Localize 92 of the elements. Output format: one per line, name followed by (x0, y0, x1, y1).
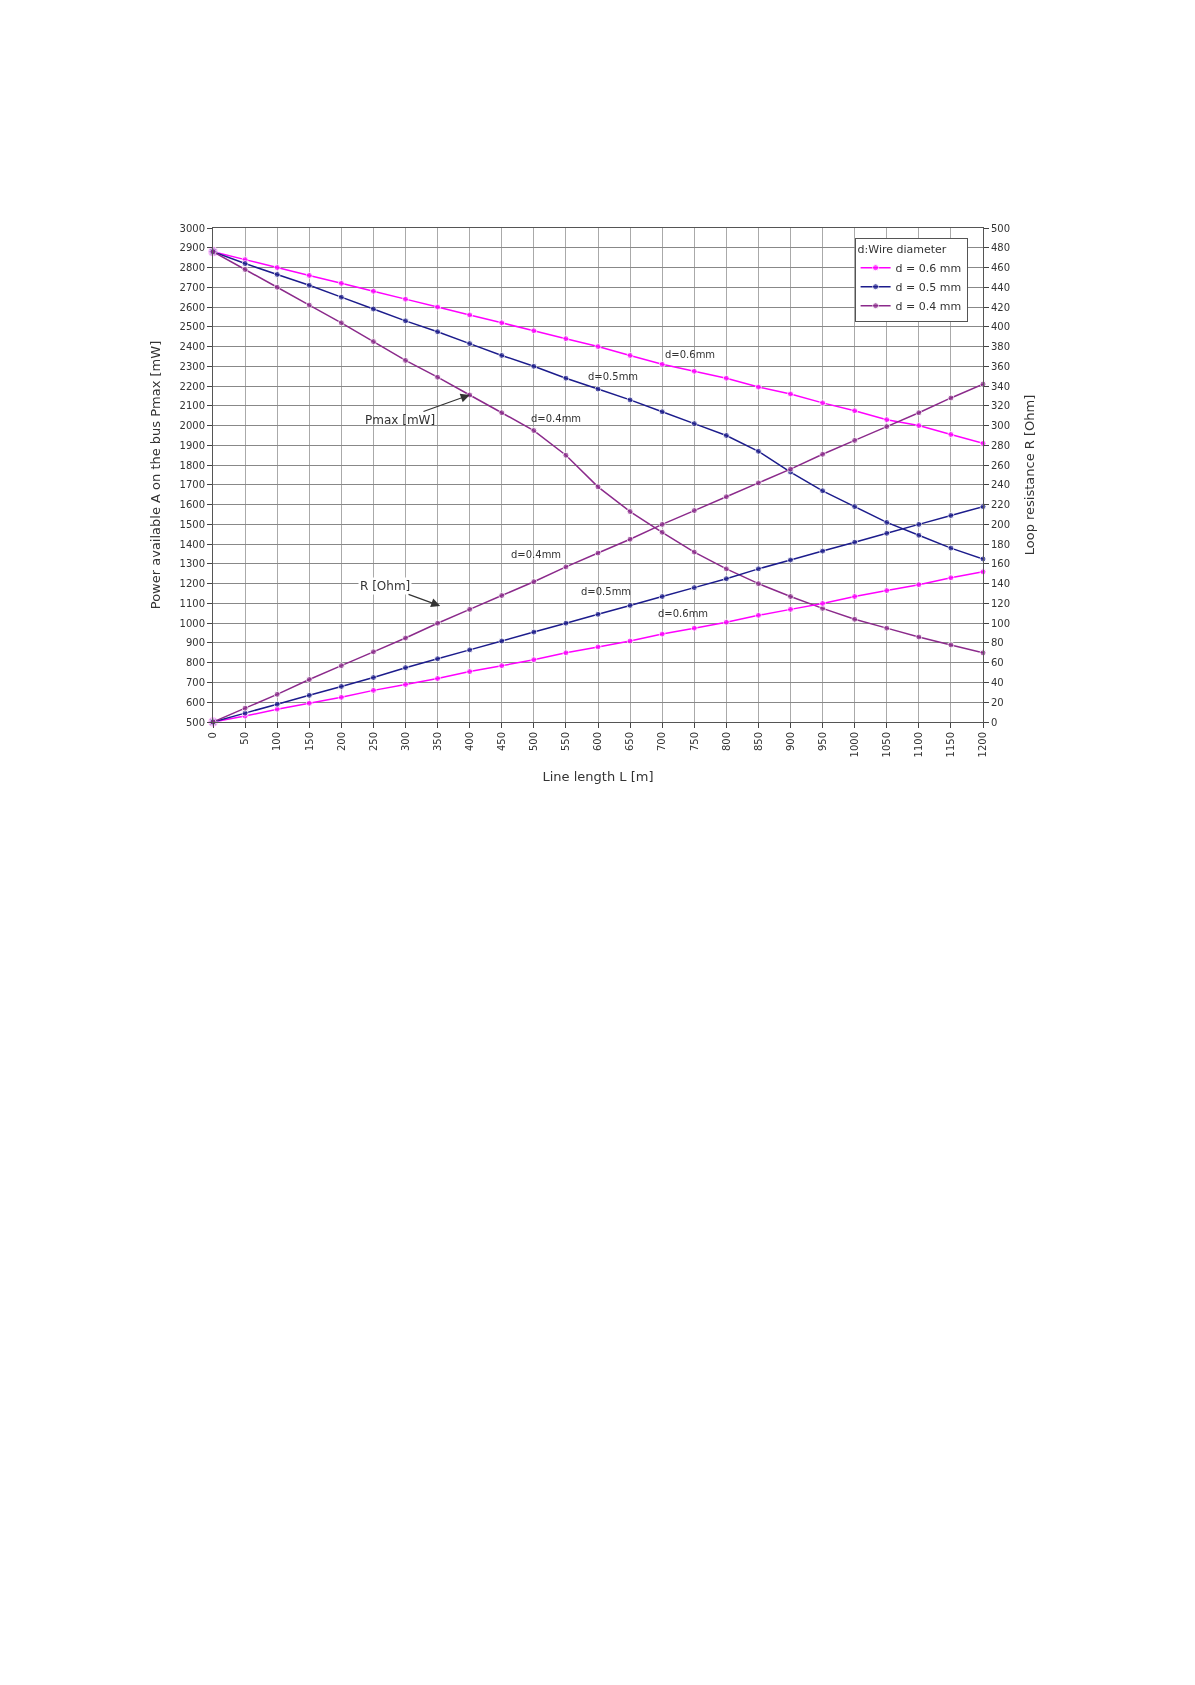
x-tick-label: 550 (560, 732, 572, 752)
y-tick-label: 2900 (179, 242, 205, 254)
annotation: d=0.5mm (581, 586, 632, 597)
x-tick-label: 800 (720, 732, 732, 752)
y-tick-label: 2200 (179, 380, 205, 392)
y-tick-label: 2000 (179, 420, 205, 432)
x-tick-label: 200 (335, 732, 347, 752)
annotation: Pmax [mW] (365, 413, 436, 427)
y-tick-label: 2600 (179, 301, 205, 313)
y2-tick-label: 100 (991, 617, 1011, 629)
x-tick-label: 1000 (848, 732, 860, 758)
x-tick-label: 900 (784, 732, 796, 752)
y-tick-label: 1600 (179, 499, 205, 511)
annotation: d=0.4mm (531, 413, 582, 424)
y2-tick-label: 320 (991, 400, 1011, 412)
y-tick-label: 3000 (179, 222, 205, 234)
y-tick-label: 1100 (179, 597, 205, 609)
y2-tick-label: 400 (991, 321, 1011, 333)
x-tick-label: 350 (431, 732, 443, 752)
y2-tick-label: 280 (991, 439, 1011, 451)
legend-title: d:Wire diameter (857, 243, 947, 257)
y-tick-label: 500 (185, 716, 205, 728)
annotation: d=0.4mm (511, 549, 562, 560)
x-tick-label: 1150 (945, 732, 957, 758)
legend-label: d = 0.4 mm (895, 299, 962, 313)
annotation: d=0.5mm (588, 371, 639, 382)
y-tick-label: 2500 (179, 321, 205, 333)
y-tick-label: 1800 (179, 459, 205, 471)
y2-tick-label: 120 (991, 597, 1011, 609)
x-tick-label: 1050 (881, 732, 892, 758)
y-tick-label: 800 (185, 657, 205, 669)
y2-tick-label: 140 (991, 578, 1011, 590)
y2-tick-label: 420 (991, 301, 1011, 313)
x-tick-label: 1100 (913, 732, 925, 758)
y2-tick-label: 440 (991, 281, 1011, 293)
annotation: R [Ohm] (360, 579, 411, 593)
y-tick-label: 1700 (179, 479, 205, 491)
x-tick-label: 300 (399, 732, 411, 752)
y-tick-label: 2400 (179, 341, 205, 353)
y2-tick-label: 240 (991, 479, 1011, 491)
y-tick-label: 900 (185, 637, 205, 649)
y2-tick-label: 80 (991, 637, 1004, 649)
x-tick-label: 250 (367, 732, 379, 752)
x-tick-label: 50 (239, 732, 251, 745)
legend-label: d = 0.5 mm (895, 280, 962, 294)
x-tick-label: 1200 (977, 732, 989, 758)
annotation: d=0.6mm (665, 349, 716, 360)
x-tick-label: 150 (303, 732, 315, 752)
x-tick-label: 950 (816, 732, 828, 752)
y2-tick-label: 500 (991, 222, 1011, 234)
x-tick-label: 650 (624, 732, 636, 752)
x-axis-title: Line length L [m] (542, 769, 654, 785)
annotation: d=0.6mm (658, 608, 709, 619)
x-tick-label: 0 (207, 732, 219, 739)
y2-tick-label: 360 (991, 360, 1011, 372)
y2-tick-label: 260 (991, 459, 1011, 471)
y-tick-label: 1300 (179, 558, 205, 570)
y2-tick-label: 180 (991, 538, 1011, 550)
y2-tick-label: 60 (991, 657, 1004, 669)
y2-tick-label: 40 (991, 676, 1004, 688)
y-tick-label: 600 (185, 696, 205, 708)
y-tick-label: 2100 (179, 400, 205, 412)
x-tick-label: 600 (592, 732, 604, 752)
y2-tick-label: 200 (991, 518, 1011, 530)
y-tick-label: 2300 (179, 360, 205, 372)
x-tick-label: 100 (271, 732, 283, 752)
legend-label: d = 0.6 mm (895, 261, 962, 275)
x-tick-label: 450 (496, 732, 507, 752)
y-tick-label: 700 (185, 676, 205, 688)
x-tick-label: 750 (688, 732, 700, 752)
y2-tick-label: 340 (991, 380, 1011, 392)
y2-tick-label: 220 (991, 499, 1011, 511)
x-tick-label: 850 (752, 732, 764, 752)
y2-tick-label: 20 (991, 696, 1004, 708)
y-tick-label: 2700 (179, 281, 205, 293)
y-tick-label: 2800 (179, 262, 205, 274)
x-tick-label: 400 (463, 732, 475, 752)
y-tick-label: 1400 (179, 538, 205, 550)
y2-axis-title: Loop resistance R [Ohm] (1021, 394, 1037, 556)
y-tick-label: 1200 (179, 578, 205, 590)
x-tick-label: 500 (528, 732, 540, 752)
y2-tick-label: 0 (991, 716, 998, 728)
y2-tick-label: 480 (991, 242, 1011, 254)
x-tick-label: 700 (656, 732, 668, 752)
y-tick-label: 1500 (179, 518, 205, 530)
y2-tick-label: 460 (991, 262, 1011, 274)
y-tick-label: 1000 (179, 617, 205, 629)
y-tick-label: 1900 (179, 439, 205, 451)
y-axis-title: Power available A on the bus Pmax [mW] (148, 340, 164, 610)
y2-tick-label: 380 (991, 341, 1011, 353)
y2-tick-label: 160 (991, 558, 1011, 570)
y2-tick-label: 300 (991, 420, 1011, 432)
